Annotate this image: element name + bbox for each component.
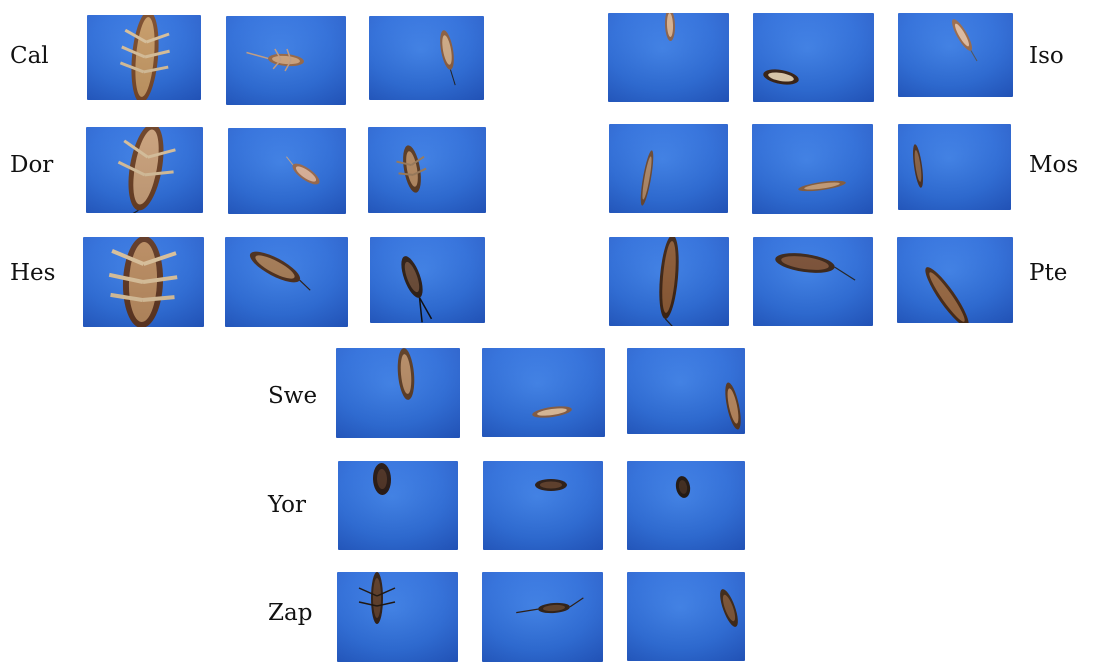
insect-photo-swe-2	[482, 348, 605, 437]
insect-photo-zap-1	[337, 572, 458, 662]
insect-photo-zap-3	[627, 572, 745, 661]
insect-photo-yor-3	[627, 461, 745, 550]
label-hes: Hes	[10, 260, 56, 286]
insect-photo-yor-1	[338, 461, 458, 550]
insect-photo-cal-1	[87, 15, 201, 100]
insect-photo-cal-3	[369, 16, 484, 100]
insect-photo-pte-3	[897, 237, 1013, 323]
insect-photo-mos-2	[752, 124, 873, 214]
label-cal: Cal	[10, 43, 49, 69]
insect-photo-yor-2	[483, 461, 603, 550]
insect-photo-dor-2	[228, 128, 346, 214]
insect-photo-swe-1	[336, 348, 460, 438]
insect-photo-hes-1	[83, 237, 204, 327]
label-swe: Swe	[268, 383, 318, 409]
insect-photo-zap-2	[482, 572, 603, 662]
label-pte: Pte	[1029, 260, 1068, 286]
insect-photo-pte-1	[609, 237, 729, 326]
insect-photo-hes-3	[370, 237, 485, 323]
label-yor: Yor	[268, 492, 307, 518]
insect-photo-swe-3	[627, 348, 745, 434]
insect-photo-dor-3	[368, 127, 486, 213]
label-iso: Iso	[1029, 43, 1064, 69]
label-zap: Zap	[268, 600, 313, 626]
insect-photo-mos-3	[898, 124, 1011, 210]
label-mos: Mos	[1029, 152, 1079, 178]
insect-photo-iso-3	[898, 13, 1013, 97]
insect-photo-mos-1	[609, 124, 728, 213]
insect-photo-pte-2	[753, 237, 873, 326]
insect-photo-hes-2	[225, 237, 348, 327]
insect-photo-iso-2	[753, 13, 874, 102]
insect-photo-cal-2	[226, 16, 346, 105]
label-dor: Dor	[10, 152, 54, 178]
insect-photo-iso-1	[608, 13, 729, 102]
insect-photo-dor-1	[86, 127, 203, 213]
